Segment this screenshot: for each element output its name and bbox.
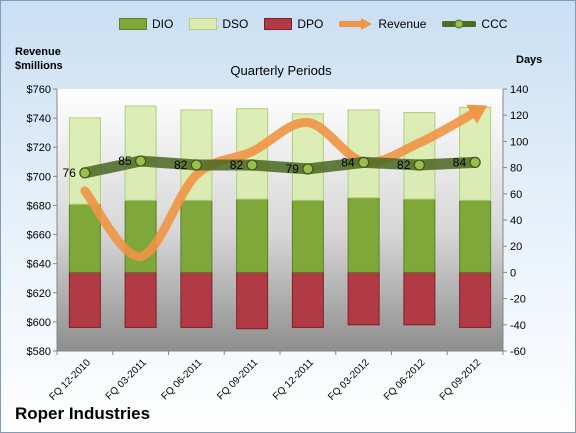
bar-dio	[180, 199, 213, 273]
bar-dio	[236, 198, 269, 273]
bar-dpo	[236, 271, 269, 330]
right-tick-label: 80	[510, 163, 522, 175]
left-tick-label: $680	[27, 200, 51, 212]
left-axis-title: Revenue $millions	[15, 46, 63, 72]
bar-dpo	[124, 271, 157, 328]
right-tick-label: 60	[510, 189, 522, 201]
ccc-point	[190, 159, 202, 171]
ccc-point	[246, 159, 258, 171]
legend-ccc-line-icon	[442, 19, 477, 29]
left-tick-label: $640	[27, 259, 51, 271]
ccc-data-label: 85	[118, 154, 132, 168]
bar-dpo	[459, 271, 492, 328]
bar-dpo	[291, 271, 324, 328]
ccc-line	[79, 155, 481, 179]
ccc-data-label: 84	[453, 155, 467, 169]
legend-item-dpo: DPO	[264, 17, 323, 31]
left-tick-label: $580	[27, 346, 51, 358]
right-tick-label: -60	[510, 346, 526, 358]
bar-dso	[403, 112, 436, 200]
chart-legend: DIO DSO DPO Revenue CCC	[119, 15, 523, 33]
ccc-point	[135, 155, 147, 167]
bar-dio	[124, 199, 157, 273]
bar-dio	[403, 198, 436, 273]
ccc-point	[302, 163, 314, 175]
left-tick-label: $720	[27, 142, 51, 154]
left-tick-label: $700	[27, 171, 51, 183]
right-tick-label: 100	[510, 136, 528, 148]
bar-dio	[291, 199, 324, 273]
left-tick-label: $740	[27, 113, 51, 125]
x-tick-label: FQ 12-2010	[47, 357, 93, 403]
right-tick-label: -20	[510, 294, 526, 306]
legend-item-dio: DIO	[119, 17, 173, 31]
right-tick-label: 140	[510, 84, 528, 96]
bar-dpo	[180, 271, 213, 328]
left-tick-label: $760	[27, 84, 51, 96]
right-tick-label: -40	[510, 320, 526, 332]
ccc-point	[469, 156, 481, 168]
x-tick-label: FQ 09-2012	[438, 357, 484, 403]
legend-label-revenue: Revenue	[378, 17, 427, 31]
right-tick-label: 120	[510, 110, 528, 122]
x-tick-label: FQ 06-2011	[160, 357, 205, 402]
legend-swatch-dpo	[264, 18, 293, 30]
left-tick-label: $620	[27, 288, 51, 300]
legend-item-revenue: Revenue	[339, 17, 426, 31]
ccc-point	[358, 156, 370, 168]
right-axis-title: Days	[516, 54, 543, 66]
x-tick-label: FQ 03-2011	[104, 357, 149, 402]
x-tick-label: FQ 09-2011	[215, 357, 260, 402]
left-tick-label: $600	[27, 317, 51, 329]
bar-dso	[124, 105, 157, 201]
bar-dio	[347, 197, 380, 273]
revenue-line	[80, 107, 480, 261]
legend-label-dso: DSO	[222, 17, 249, 31]
chart-title: Quarterly Periods	[230, 63, 332, 78]
ccc-point	[413, 159, 425, 171]
left-tick-label: $660	[27, 230, 51, 242]
bar-dpo	[403, 271, 436, 326]
revenue-arrowhead	[466, 104, 488, 124]
legend-arrow-icon	[339, 18, 373, 30]
ccc-point	[79, 167, 91, 179]
ccc-data-label: 84	[341, 155, 355, 169]
legend-label-ccc: CCC	[481, 17, 508, 31]
bar-dpo	[68, 271, 101, 328]
legend-item-dso: DSO	[189, 17, 248, 31]
legend-swatch-dio	[119, 18, 147, 30]
ccc-data-label: 82	[397, 158, 411, 172]
legend-label-dio: DIO	[152, 17, 174, 31]
x-tick-label: FQ 12-2011	[271, 357, 316, 402]
ccc-data-label: 79	[286, 162, 300, 176]
legend-swatch-dso	[189, 18, 218, 30]
ccc-data-label: 82	[174, 158, 188, 172]
ccc-data-label: 76	[63, 166, 77, 180]
bar-dio	[459, 199, 492, 273]
bar-dpo	[347, 271, 380, 326]
x-tick-label: FQ 06-2012	[382, 357, 428, 403]
legend-item-ccc: CCC	[442, 17, 507, 31]
bar-dio	[68, 203, 101, 273]
ccc-data-label: 82	[230, 158, 244, 172]
x-tick-label: FQ 03-2012	[326, 357, 372, 403]
right-tick-label: 40	[510, 215, 522, 227]
company-name: Roper Industries	[15, 404, 151, 423]
legend-label-dpo: DPO	[297, 17, 324, 31]
right-tick-label: 0	[510, 267, 516, 279]
right-tick-label: 20	[510, 241, 522, 253]
